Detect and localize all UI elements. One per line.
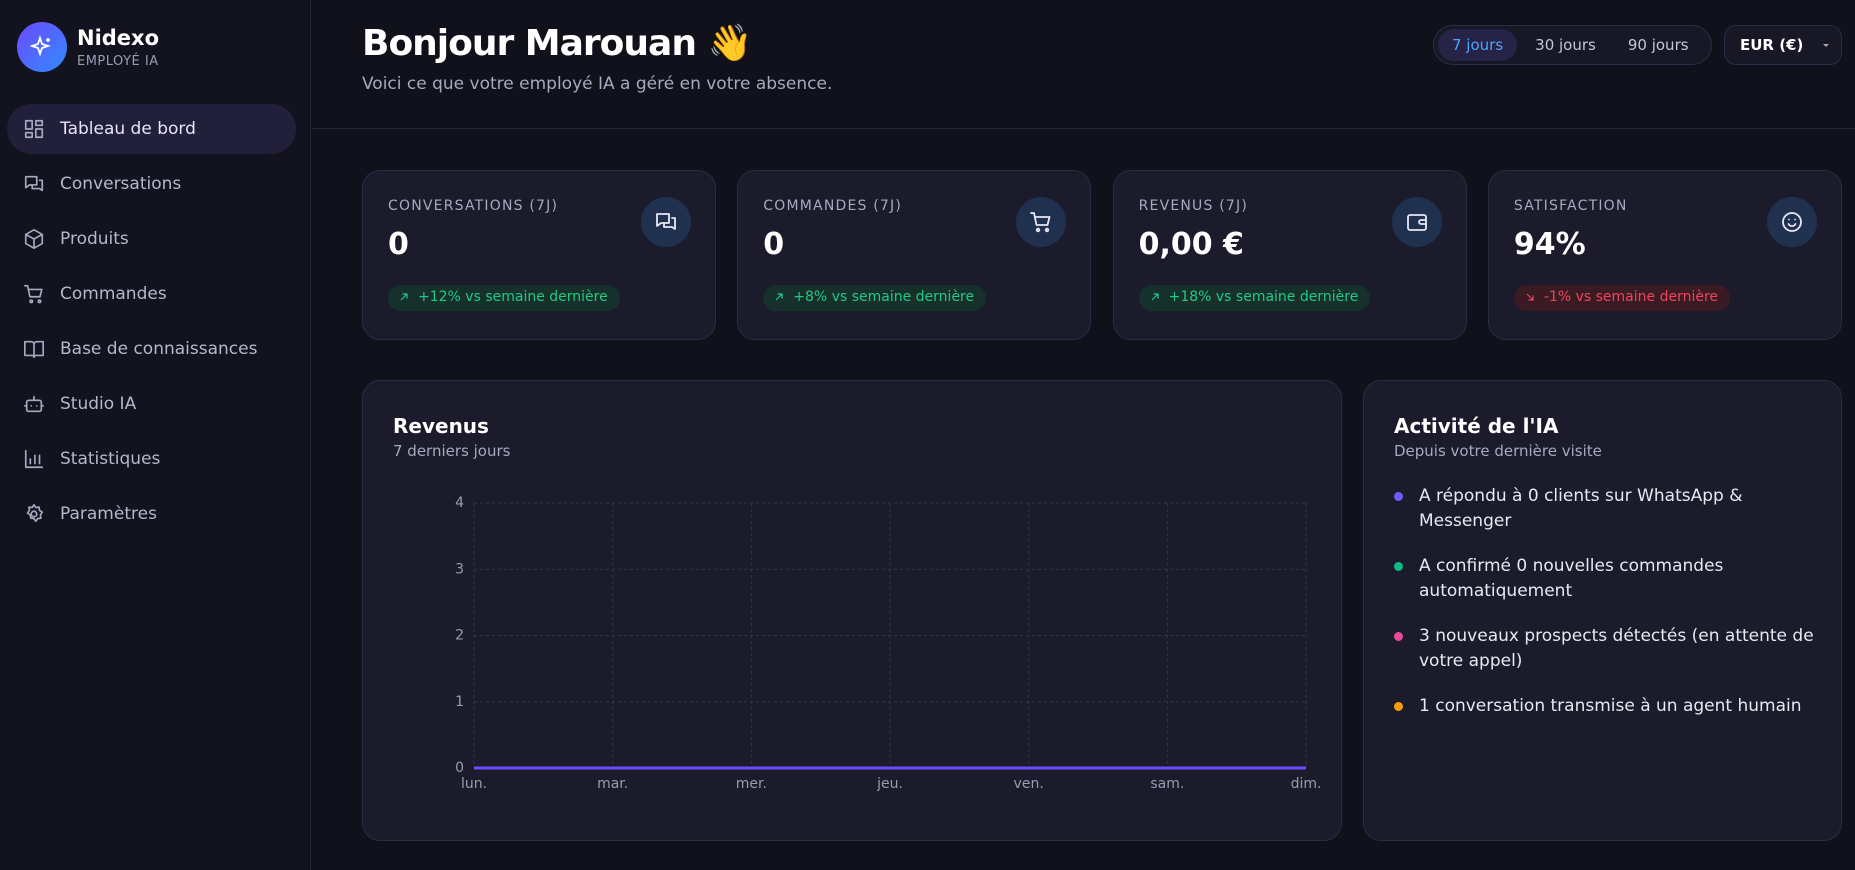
kpi-label: REVENUS (7J) [1138,198,1249,214]
nav-item[interactable]: Base de connaissances [7,324,296,374]
nav-icon [24,340,44,359]
activity-text: 3 nouveaux prospects détectés (en attent… [1419,626,1814,671]
activity-dot [1394,492,1403,501]
logo[interactable] [17,22,67,72]
activity-subtitle: Depuis votre dernière visite [1394,442,1602,460]
currency-select[interactable]: EUR (€) [1724,25,1842,65]
nav-icon [24,395,44,413]
y-tick-label: 1 [455,694,464,710]
kpi-icon [1766,197,1817,247]
x-tick-label: mar. [597,776,628,792]
activity-item: A confirmé 0 nouvelles commandes automat… [1394,554,1824,604]
nav-label: Produits [60,229,129,249]
kpi-change-text: -1% vs semaine dernière [1543,289,1719,305]
x-tick-label: lun. [461,776,487,792]
kpi-change: +18% vs semaine dernière [1138,285,1371,311]
nav-label: Statistiques [60,449,161,469]
kpi-value: 0 [388,227,409,262]
kpi-card: SATISFACTION 94% -1% vs semaine dernière [1487,170,1842,340]
kpi-value: 0,00 € [1138,227,1244,262]
x-tick-label: mer. [736,776,767,792]
activity-text: A répondu à 0 clients sur WhatsApp & Mes… [1419,486,1743,531]
nav-item[interactable]: Produits [7,214,296,264]
activity-text: 1 conversation transmise à un agent huma… [1419,696,1802,716]
nav-icon [24,449,44,469]
kpi-icon [1016,197,1067,247]
greeting: Bonjour Marouan 👋 [362,23,752,64]
activity-list: A répondu à 0 clients sur WhatsApp & Mes… [1394,484,1824,739]
kpi-label: CONVERSATIONS (7J) [388,198,559,214]
nav-label: Studio IA [60,394,137,414]
kpi-label: COMMANDES (7J) [763,198,903,214]
nav-icon [26,504,44,523]
nav-icon [24,119,44,139]
sidebar: Nidexo EMPLOYÉ IA Tableau de bord Convers… [0,0,311,870]
chart-title: Revenus [393,414,489,438]
nav-label: Commandes [60,284,167,304]
trend-icon [1151,293,1159,301]
y-tick-label: 3 [455,561,464,577]
kpi-value: 0 [763,227,785,262]
period-option[interactable]: 7 jours [1438,29,1518,61]
nav-item[interactable]: Studio IA [7,379,296,429]
kpi-card: COMMANDES (7J) 0 +8% vs semaine dernière [737,170,1092,340]
kpi-icon [1391,197,1442,247]
x-tick-label: jeu. [876,776,903,792]
y-tick-label: 2 [455,628,464,644]
nav-icon [24,229,44,249]
kpi-change-text: +18% vs semaine dernière [1168,289,1359,305]
trend-icon [400,293,408,301]
nav-item[interactable]: Commandes [7,269,296,319]
chart: 0 1 2 3 4 lun. mar. mer. jeu. ven. sam. dim. [455,495,1322,792]
nav-item[interactable]: Paramètres [7,489,296,539]
x-tick-label: dim. [1291,776,1322,792]
chart-subtitle: 7 derniers jours [393,442,511,460]
kpi-icon [641,197,691,247]
period-toggle: 7 jours 30 jours 90 jours [1433,25,1712,65]
nav-label: Tableau de bord [60,119,196,139]
nav-item[interactable]: Statistiques [7,434,296,484]
subtitle: Voici ce que votre employé IA a géré en … [362,74,833,94]
kpi-card: CONVERSATIONS (7J) 0 +12% vs semaine der… [362,170,716,340]
kpi-value: 94% [1513,227,1586,262]
nav-label: Paramètres [60,504,157,524]
trend-icon [775,293,783,301]
y-tick-label: 0 [455,760,464,776]
kpi-change-text: +8% vs semaine dernière [793,289,975,305]
kpi-card: REVENUS (7J) 0,00 € +18% vs semaine dern… [1112,170,1467,340]
nav-label: Base de connaissances [60,339,258,359]
activity-dot [1394,562,1403,571]
activity-item: A répondu à 0 clients sur WhatsApp & Mes… [1394,484,1824,534]
nav-icon [24,284,43,304]
x-tick-label: ven. [1014,776,1044,792]
kpi-change: +8% vs semaine dernière [763,285,987,311]
activity-text: A confirmé 0 nouvelles commandes automat… [1419,556,1724,601]
nav-label: Conversations [60,174,182,194]
kpi-change: +12% vs semaine dernière [388,285,620,311]
nav-item[interactable]: Tableau de bord [7,104,296,154]
activity-dot [1394,632,1403,641]
trend-icon [1526,293,1534,301]
activity-item: 1 conversation transmise à un agent huma… [1394,694,1824,719]
revenue-card: Revenus 7 derniers jours 0 1 2 3 4 lun. mar. me… [362,380,1342,841]
divider [312,128,1855,129]
kpi-change: -1% vs semaine dernière [1513,285,1731,311]
nav-item[interactable]: Conversations [7,159,296,209]
kpi-change-text: +12% vs semaine dernière [418,289,608,305]
period-option[interactable]: 90 jours [1627,36,1689,54]
period-option[interactable]: 30 jours [1535,36,1596,54]
activity-title: Activité de l'IA [1394,414,1559,438]
activity-item: 3 nouveaux prospects détectés (en attent… [1394,624,1824,674]
x-tick-label: sam. [1150,776,1184,792]
activity-card: Activité de l'IA Depuis votre dernière v… [1363,380,1842,841]
brand-tagline: EMPLOYÉ IA [77,54,159,69]
y-tick-label: 4 [455,495,464,511]
brand-name: Nidexo [77,26,160,50]
nav-icon [24,175,44,192]
kpi-label: SATISFACTION [1513,198,1628,214]
activity-dot [1394,702,1403,711]
